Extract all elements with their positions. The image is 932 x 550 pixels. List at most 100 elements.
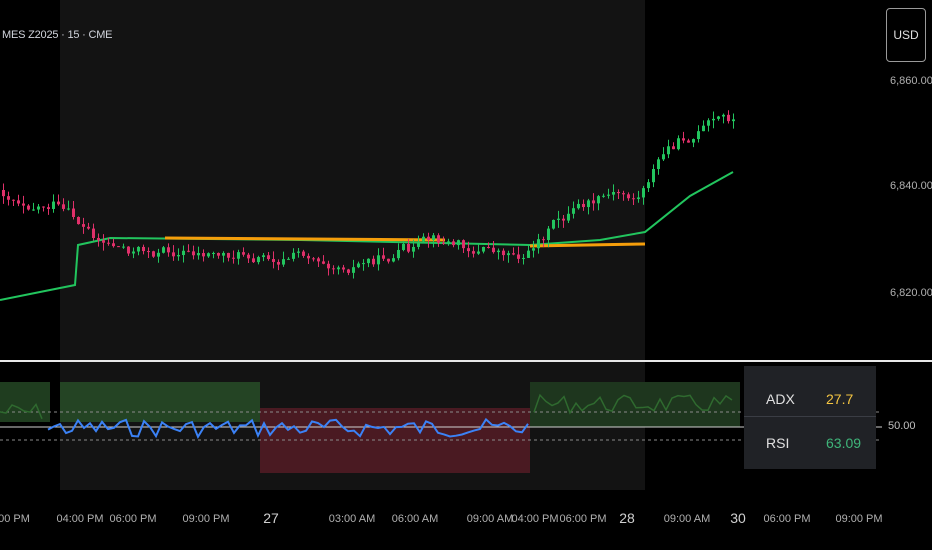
- candle-body: [12, 199, 15, 201]
- candle-body: [287, 258, 290, 260]
- candle-body: [512, 253, 515, 255]
- price-label-top: 6,860.00: [890, 75, 932, 87]
- candle-body: [342, 267, 345, 270]
- candle-body: [467, 248, 470, 252]
- candle-body: [667, 146, 670, 155]
- candle-body: [527, 250, 530, 258]
- candle-body: [142, 246, 145, 252]
- candle-body: [587, 200, 590, 208]
- candle-body: [152, 251, 155, 257]
- candle-body: [167, 247, 170, 253]
- candle-body: [722, 114, 725, 117]
- rsi-line: [47, 417, 529, 439]
- time-label: 09:00 AM: [663, 513, 711, 525]
- candle-body: [517, 254, 520, 259]
- candle-body: [692, 139, 695, 143]
- time-label: 00 PM: [0, 513, 30, 525]
- candle-body: [537, 239, 540, 249]
- candle-body: [557, 218, 560, 220]
- candle-body: [402, 243, 405, 250]
- candle-body: [497, 250, 500, 253]
- rsi-bear-zone: [260, 408, 530, 473]
- candle-body: [617, 192, 620, 194]
- candle-body: [367, 258, 370, 264]
- candle-body: [207, 253, 210, 257]
- candle-body: [397, 249, 400, 259]
- candle-body: [177, 255, 180, 257]
- candle-body: [627, 194, 630, 199]
- price-label-mid: 6,840.00: [890, 180, 932, 192]
- rsi-label: RSI: [766, 435, 790, 451]
- candle-body: [472, 251, 475, 254]
- candle-body: [407, 243, 410, 252]
- candle-body: [157, 252, 160, 257]
- time-label: 03:00 AM: [328, 513, 376, 525]
- candle-body: [422, 236, 425, 242]
- time-label: 09:00 AM: [466, 513, 514, 525]
- candle-body: [727, 114, 730, 122]
- symbol-title: MES Z2025 · 15 · CME: [2, 29, 113, 41]
- candle-body: [107, 242, 110, 244]
- candle-body: [647, 182, 650, 189]
- candle-body: [292, 252, 295, 259]
- candle-body: [127, 246, 130, 254]
- candle-body: [637, 197, 640, 200]
- candle-body: [52, 201, 55, 209]
- candle-body: [532, 248, 535, 251]
- candle-body: [377, 255, 380, 265]
- candle-body: [447, 241, 450, 244]
- candle-body: [232, 257, 235, 259]
- candle-body: [247, 254, 250, 259]
- candle-body: [222, 252, 225, 256]
- candle-body: [672, 146, 675, 150]
- candle-body: [67, 208, 70, 210]
- rsi-level-label: 50.00: [888, 420, 916, 432]
- adx-value: 27.7: [826, 391, 854, 407]
- candle-body: [417, 241, 420, 247]
- candle-body: [332, 268, 335, 270]
- candle-body: [707, 120, 710, 126]
- candle-body: [312, 258, 315, 260]
- indicator-divider: [744, 416, 876, 417]
- candle-body: [267, 255, 270, 260]
- candle-body: [172, 252, 175, 257]
- currency-button[interactable]: USD: [886, 8, 926, 62]
- candle-body: [17, 200, 20, 204]
- candle-body: [72, 208, 75, 218]
- candle-body: [227, 252, 230, 258]
- candle-body: [7, 196, 10, 200]
- candle-body: [677, 138, 680, 150]
- candle-body: [372, 258, 375, 265]
- candle-body: [622, 193, 625, 195]
- indicator-values-panel: ADX 27.7 RSI 63.09: [744, 366, 876, 469]
- candle-body: [202, 253, 205, 257]
- time-label: 30: [730, 510, 746, 526]
- rsi-bull-zone: [60, 382, 260, 422]
- rsi-bull-zone: [530, 382, 740, 427]
- candle-body: [492, 247, 495, 253]
- candle-body: [97, 237, 100, 241]
- candle-body: [502, 250, 505, 256]
- candle-body: [542, 239, 545, 241]
- candle-body: [597, 196, 600, 204]
- candle-body: [192, 251, 195, 256]
- time-label: 28: [619, 510, 635, 526]
- candle-body: [687, 140, 690, 143]
- candle-body: [317, 258, 320, 262]
- adx-row: ADX 27.7: [744, 383, 876, 417]
- candle-body: [452, 241, 455, 246]
- candle-body: [62, 204, 65, 209]
- candle-body: [337, 267, 340, 270]
- candle-body: [602, 195, 605, 197]
- candle-body: [182, 250, 185, 256]
- candle-body: [322, 261, 325, 264]
- time-label: 06:00 PM: [763, 513, 811, 525]
- candle-body: [442, 242, 445, 244]
- candle-body: [327, 263, 330, 269]
- candle-body: [717, 116, 720, 119]
- time-label: 27: [263, 510, 279, 526]
- rsi-line: [0, 402, 43, 420]
- price-label-low: 6,820.00: [890, 287, 932, 299]
